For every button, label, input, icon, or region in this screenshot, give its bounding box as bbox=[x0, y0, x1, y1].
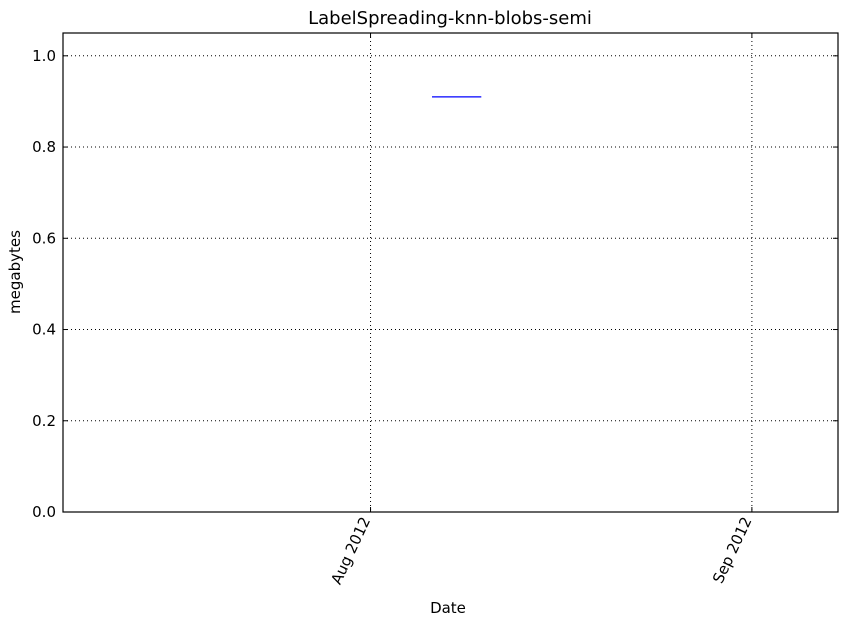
y-tick-label: 0.2 bbox=[32, 412, 56, 430]
y-tick-label: 0.0 bbox=[32, 503, 56, 521]
y-tick-label: 0.8 bbox=[32, 138, 56, 156]
axis-ticks bbox=[63, 33, 838, 513]
y-tick-label: 0.4 bbox=[32, 321, 56, 339]
chart-title: LabelSpreading-knn-blobs-semi bbox=[308, 8, 592, 29]
y-axis-title: megabytes bbox=[6, 230, 24, 314]
plot-frame bbox=[62, 32, 839, 513]
y-tick-label: 0.6 bbox=[32, 229, 56, 247]
y-tick-label: 1.0 bbox=[32, 47, 56, 65]
x-axis-title: Date bbox=[430, 599, 466, 617]
